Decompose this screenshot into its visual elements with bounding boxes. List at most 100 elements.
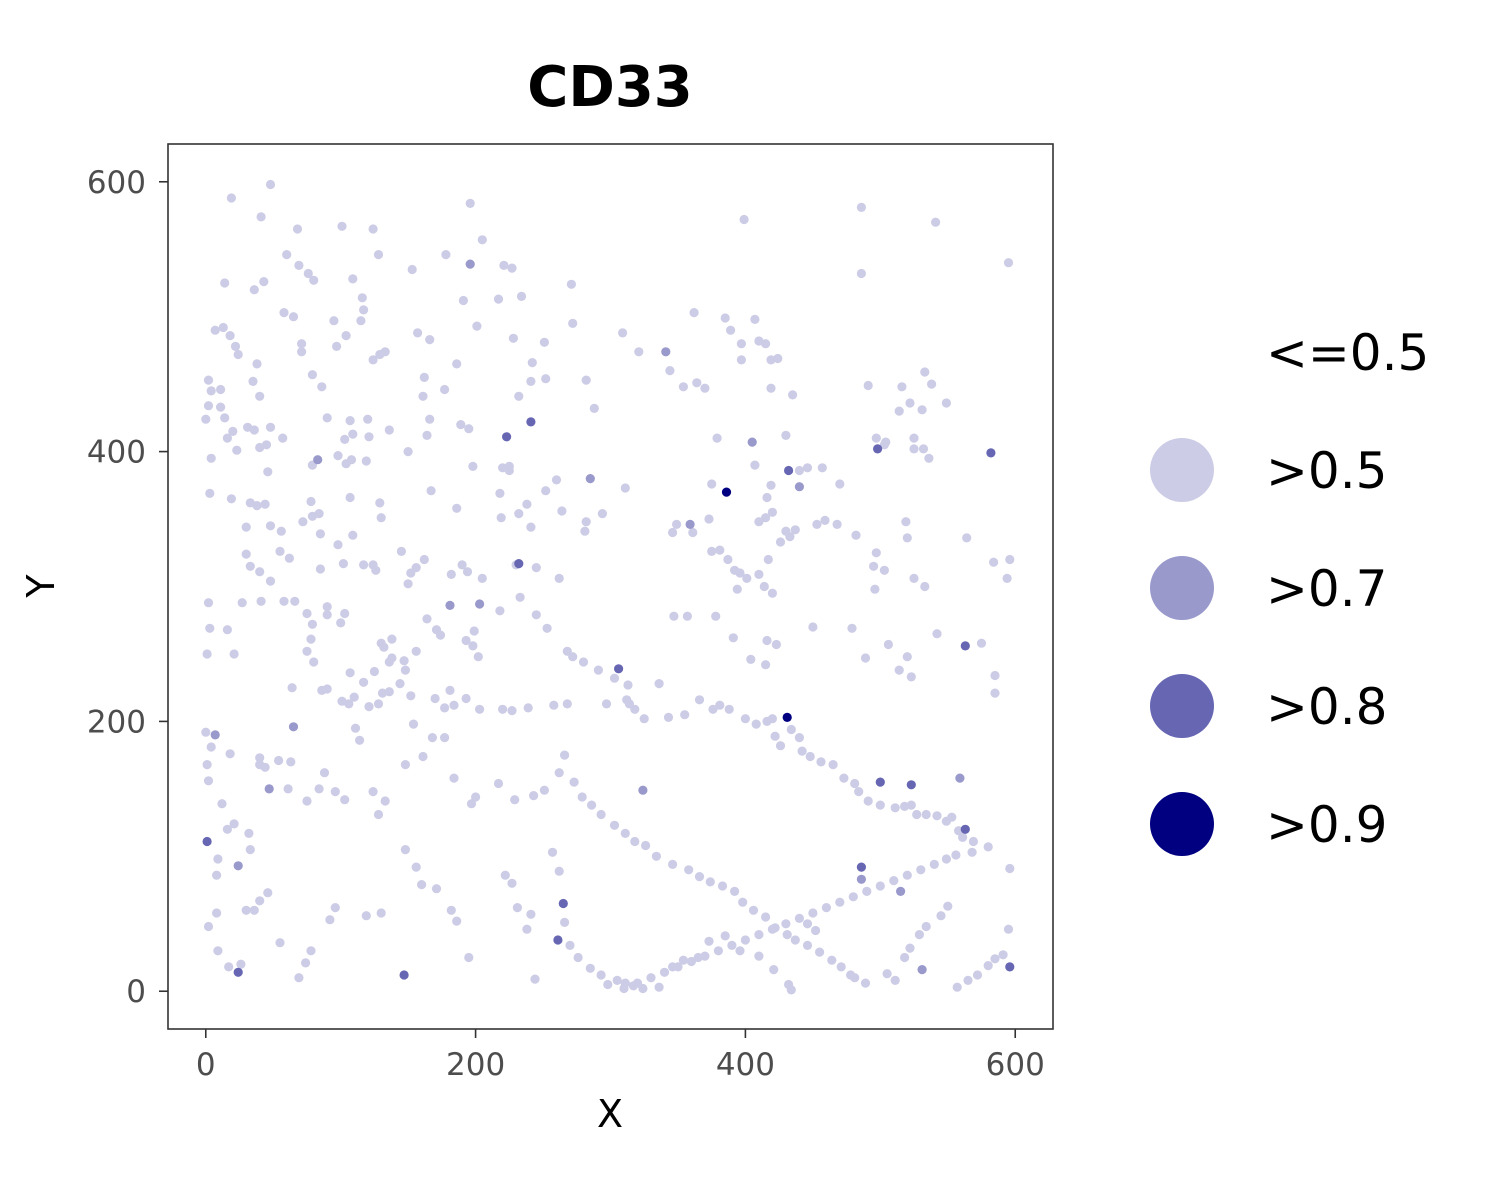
data-point <box>771 639 782 650</box>
data-point <box>465 198 475 208</box>
data-point <box>802 919 813 929</box>
data-point <box>399 970 409 980</box>
data-point <box>477 573 487 584</box>
data-point <box>811 925 821 936</box>
data-point <box>307 619 317 629</box>
data-point <box>427 733 437 743</box>
data-point <box>927 379 937 389</box>
data-point <box>581 375 591 385</box>
data-point <box>244 828 254 839</box>
data-point <box>754 569 764 580</box>
data-point <box>322 602 332 612</box>
data-point <box>680 710 690 720</box>
data-point <box>226 193 236 203</box>
data-point <box>839 773 849 783</box>
data-point <box>862 886 872 897</box>
data-point <box>302 608 312 619</box>
data-point <box>425 335 435 345</box>
data-point <box>333 540 343 550</box>
data-point <box>566 279 577 289</box>
data-point <box>213 946 223 956</box>
data-point <box>767 714 778 724</box>
data-point <box>541 374 551 384</box>
data-point <box>526 376 536 386</box>
data-point <box>905 398 915 408</box>
data-point <box>408 719 419 729</box>
data-point <box>255 896 265 906</box>
data-point <box>875 777 885 787</box>
data-point <box>507 878 517 888</box>
data-point <box>263 888 273 898</box>
y-tick-label: 400 <box>87 435 146 471</box>
data-point <box>968 836 979 847</box>
data-point <box>346 455 357 465</box>
data-point <box>361 456 371 466</box>
data-point <box>827 955 837 965</box>
data-point <box>754 517 764 527</box>
data-point <box>203 776 214 786</box>
data-point <box>345 416 355 426</box>
data-point <box>233 861 243 871</box>
data-point <box>309 275 319 285</box>
data-point <box>364 702 374 712</box>
data-point <box>767 588 778 598</box>
data-point <box>581 517 591 527</box>
data-point <box>983 961 993 971</box>
data-point <box>573 952 583 963</box>
data-point <box>738 897 748 907</box>
data-point <box>835 479 845 489</box>
data-point <box>732 584 742 594</box>
data-point <box>742 573 752 584</box>
data-point <box>735 568 745 578</box>
data-point <box>376 908 386 918</box>
data-point <box>233 349 243 360</box>
data-point <box>894 665 904 675</box>
data-point <box>794 913 805 924</box>
data-point <box>832 519 842 530</box>
data-point <box>275 546 285 557</box>
data-point <box>384 425 394 435</box>
chart-title: CD33 <box>527 55 693 120</box>
data-point <box>821 903 832 913</box>
data-point <box>461 693 471 704</box>
data-point <box>918 444 929 454</box>
legend-key <box>1150 674 1214 738</box>
data-point <box>364 432 374 442</box>
data-point <box>728 633 738 643</box>
data-point <box>689 308 699 318</box>
data-point <box>668 859 678 870</box>
data-point <box>955 773 965 783</box>
data-point <box>514 391 524 401</box>
data-point <box>212 908 222 918</box>
data-point <box>495 488 505 498</box>
data-point <box>766 383 776 393</box>
data-point <box>332 341 342 351</box>
data-point <box>828 760 838 770</box>
data-point <box>707 479 717 489</box>
data-point <box>222 824 232 834</box>
data-point <box>863 796 873 806</box>
data-point <box>560 750 570 760</box>
data-point <box>856 862 867 872</box>
data-point <box>395 679 405 689</box>
data-point <box>562 699 572 709</box>
data-point <box>678 382 689 392</box>
data-point <box>306 634 316 644</box>
data-point <box>252 501 262 511</box>
data-point <box>693 952 703 963</box>
legend-key <box>1150 438 1214 502</box>
data-point <box>507 706 517 716</box>
data-point <box>504 461 514 471</box>
y-tick-label: 0 <box>126 974 146 1010</box>
data-point <box>245 845 255 855</box>
data-point <box>530 974 540 984</box>
data-point <box>203 401 214 411</box>
data-point <box>580 526 590 536</box>
data-point <box>678 955 689 965</box>
data-point <box>960 824 970 834</box>
data-point <box>860 978 871 988</box>
data-point <box>228 426 238 436</box>
data-point <box>639 714 649 724</box>
data-point <box>820 515 830 526</box>
data-point <box>850 778 860 789</box>
